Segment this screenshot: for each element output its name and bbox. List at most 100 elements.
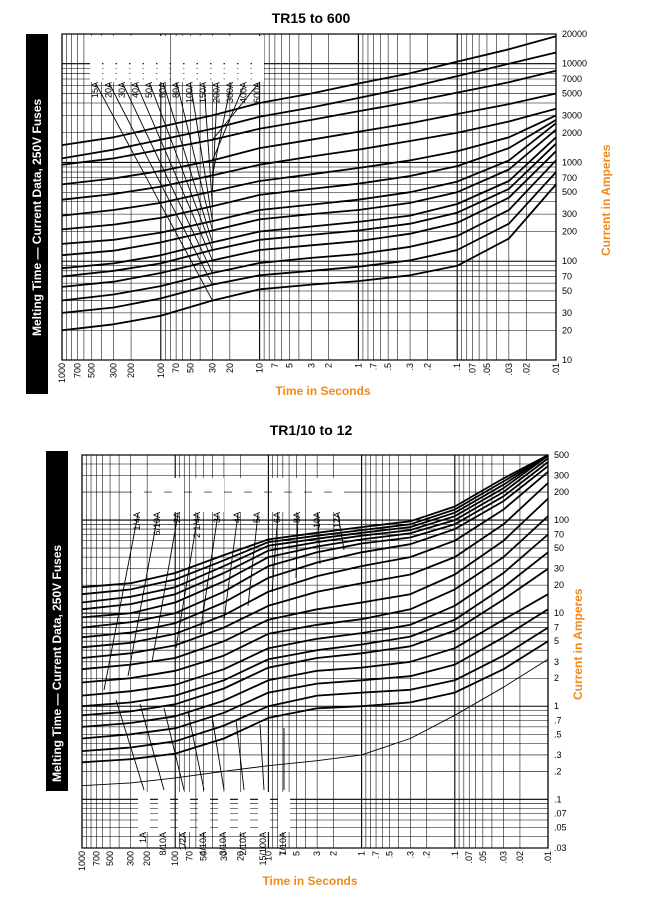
fuse-curve bbox=[81, 454, 549, 589]
x-tick-label: 1 bbox=[353, 363, 363, 368]
y-tick-label: .5 bbox=[554, 729, 562, 739]
rating-leader bbox=[295, 513, 299, 579]
y-tick-label: 1 bbox=[554, 701, 559, 711]
rating-label: 6/10A bbox=[152, 512, 162, 536]
rating-leader bbox=[337, 513, 345, 551]
rating-leader bbox=[211, 715, 225, 791]
x-tick-label: 50 bbox=[186, 363, 196, 373]
x-tick-label: .03 bbox=[499, 851, 509, 864]
rating-label-bg bbox=[238, 792, 250, 832]
fuse-curve bbox=[61, 114, 557, 217]
rating-leader bbox=[317, 513, 321, 565]
y-tick-label: .03 bbox=[554, 843, 567, 853]
x-tick-label: 10 bbox=[255, 363, 265, 373]
side-band bbox=[46, 451, 68, 791]
y-tick-label: .2 bbox=[554, 766, 562, 776]
rating-label-bg bbox=[172, 478, 184, 512]
rating-label-bg bbox=[192, 478, 204, 512]
rating-label-bg bbox=[157, 36, 170, 82]
rating-label: 3/10A bbox=[218, 832, 228, 856]
x-tick-label: 500 bbox=[87, 363, 97, 378]
x-tick-label: 300 bbox=[126, 851, 136, 866]
rating-label-bg bbox=[198, 792, 210, 832]
fuse-curve bbox=[81, 457, 549, 619]
rating-label: 3A bbox=[212, 512, 222, 523]
x-tick-label: 500 bbox=[105, 851, 115, 866]
fuse-curve bbox=[61, 51, 557, 160]
x-tick-label: .01 bbox=[543, 851, 553, 864]
rating-label-bg bbox=[171, 36, 183, 82]
fuse-curve bbox=[61, 119, 557, 231]
rating-label-bg bbox=[132, 478, 144, 512]
fuse-curve bbox=[61, 183, 557, 332]
rating-leader bbox=[103, 513, 139, 691]
rating-label: 30A bbox=[117, 82, 127, 98]
rating-label: 80A bbox=[171, 82, 181, 98]
x-tick-label: 50 bbox=[198, 851, 208, 861]
x-tick-label: 100 bbox=[170, 851, 180, 866]
rating-label: 20A bbox=[104, 82, 114, 98]
y-tick-label: 500 bbox=[554, 450, 569, 460]
rating-label: 1/2A bbox=[178, 832, 188, 851]
rating-leader bbox=[187, 711, 205, 791]
rating-label: 200A bbox=[212, 82, 222, 103]
y-tick-label: 20000 bbox=[562, 29, 587, 39]
chart-title: TR1/10 to 12 bbox=[270, 422, 353, 438]
grid bbox=[81, 454, 549, 849]
x-ticks: 1000 700 500 300 200 100 70 50 30 20 10 7 5 3 2 1 .7 .5 .3… bbox=[57, 363, 561, 383]
y-tick-label: 50 bbox=[562, 286, 572, 296]
chart-title: TR15 to 600 bbox=[272, 10, 351, 26]
x-tick-label: 100 bbox=[156, 363, 166, 378]
rating-label: 1A bbox=[138, 832, 148, 843]
rating-label: 2 1/4A bbox=[192, 512, 202, 538]
rating-label: 100A bbox=[185, 82, 195, 103]
rating-leader bbox=[149, 83, 213, 251]
rating-label: 8A bbox=[292, 512, 302, 523]
rating-leader bbox=[115, 699, 145, 791]
x-tick-label: 70 bbox=[185, 851, 195, 861]
rating-label-bg bbox=[212, 478, 224, 512]
rating-label-bg bbox=[232, 478, 244, 512]
rating-leader bbox=[163, 83, 213, 243]
rating-leader bbox=[190, 83, 213, 222]
fuse-curve bbox=[81, 533, 549, 697]
y-tick-label: 50 bbox=[554, 543, 564, 553]
rating-label: 5A bbox=[252, 512, 262, 523]
x-tick-label: 30 bbox=[219, 851, 229, 861]
ratings: 1/4A6/10A2A2 1/4A3A4A5A6A8A10A12A1A8/10A… bbox=[103, 478, 345, 866]
side-band bbox=[26, 34, 48, 394]
x-tick-label: 1000 bbox=[77, 851, 87, 871]
fuse-curve bbox=[61, 159, 557, 302]
x-tick-label: 200 bbox=[126, 363, 136, 378]
y-tick-label: 10 bbox=[554, 608, 564, 618]
fuse-curve bbox=[81, 608, 549, 740]
rating-label: 50A bbox=[144, 82, 154, 98]
rating-leader bbox=[203, 83, 213, 207]
grid bbox=[61, 33, 557, 361]
rating-label: 6A bbox=[272, 512, 282, 523]
x-tick-label: .5 bbox=[383, 363, 393, 371]
x-tick-label: 3 bbox=[306, 363, 316, 368]
y-ticks: 20000 10000 7000 5000 3000 2000 1000 700 500 300 2… bbox=[562, 29, 587, 365]
rating-label-bg bbox=[158, 792, 170, 832]
rating-label-bg bbox=[198, 36, 210, 82]
y-tick-label: .3 bbox=[554, 750, 562, 760]
rating-label: 2/10A bbox=[238, 832, 248, 856]
rating-label-bg bbox=[272, 478, 284, 512]
rating-label: 15/100A bbox=[258, 832, 268, 866]
x-tick-label: .05 bbox=[482, 363, 492, 376]
fuse-curve bbox=[81, 658, 549, 787]
y-tick-label: 5 bbox=[554, 636, 559, 646]
y-tick-label: 7 bbox=[554, 623, 559, 633]
rating-leader bbox=[212, 83, 232, 176]
rating-label-bg bbox=[332, 478, 344, 512]
x-tick-label: 1000 bbox=[57, 363, 67, 383]
x-tick-label: 20 bbox=[235, 851, 245, 861]
rating-label-bg bbox=[138, 792, 150, 832]
x-tick-label: 70 bbox=[171, 363, 181, 373]
y-tick-label: 30 bbox=[554, 564, 564, 574]
fuse-curve bbox=[61, 150, 557, 288]
y-tick-label: .05 bbox=[554, 822, 567, 832]
y-axis-label: Current in Amperes bbox=[571, 588, 585, 700]
